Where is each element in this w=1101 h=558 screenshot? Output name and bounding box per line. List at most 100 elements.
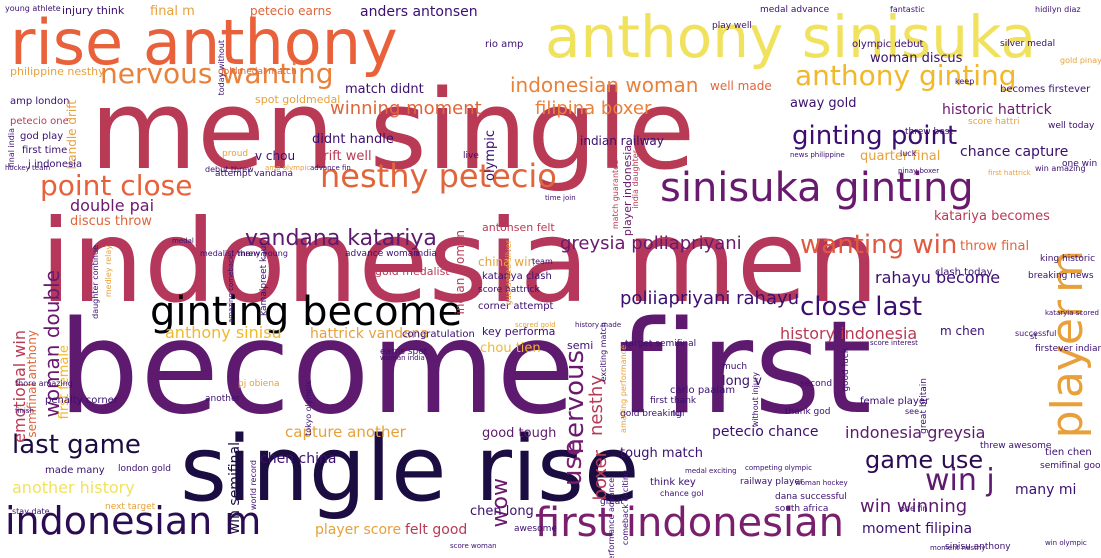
word-amp-olympic: amp olympic xyxy=(265,164,311,172)
word-gold-medalist: gold medalist xyxy=(375,265,450,278)
word-katariya-clash: katariya clash xyxy=(482,271,552,282)
word-winning-moment: winning moment xyxy=(330,98,482,119)
word-win-olympic: win olympic xyxy=(1045,539,1087,547)
word-stay-date: stay date xyxy=(12,507,50,516)
word-woman-discus: woman discus xyxy=(870,51,963,66)
word-j-indonesia: j indonesia xyxy=(28,159,83,170)
word-first-time: first time xyxy=(22,145,68,156)
word-moment-nesthy: moment nesthy xyxy=(930,544,986,552)
word-vandana-katariya: vandana katariya xyxy=(245,226,437,251)
word-woman-india: woman india xyxy=(380,354,425,362)
word-player-score: player score xyxy=(315,522,402,538)
word-spot-goldmedal: spot goldmedal xyxy=(255,93,341,106)
word-one-win: one win xyxy=(1062,159,1098,169)
word-sinisu-anthony: sinisu anthony xyxy=(945,542,1011,552)
word-hidilyn-diaz: hidilyn diaz xyxy=(1035,5,1081,14)
word-use: use xyxy=(558,440,588,487)
word-kataryia-scored: kataryia scored xyxy=(1045,309,1099,317)
word-made-many: made many xyxy=(45,465,105,476)
word-drift-well: drift well xyxy=(315,149,372,164)
word-firstever-indian: firstever indian xyxy=(1035,344,1101,354)
word-anthony-sinisuka: anthony sinisuka xyxy=(545,3,1037,71)
word-london-gold: london gold xyxy=(118,464,171,474)
word-long-v: long v xyxy=(722,374,762,389)
word-play-well: play well xyxy=(712,21,752,31)
word-great: great xyxy=(600,497,624,507)
word-chen-china: chen china xyxy=(260,451,337,467)
word-first-hattrick: first hattrick xyxy=(988,169,1031,177)
word-greysia-poliiapriyani: greysia poliiapriyani xyxy=(560,233,742,254)
word-clash-today: clash today xyxy=(935,267,993,278)
word-petecio-chance: petecio chance xyxy=(712,424,819,440)
word-medal-advance: medal advance xyxy=(760,5,830,15)
word-indonesia-men: indonesia men xyxy=(40,195,880,328)
word-tien-chen: tien chen xyxy=(1045,447,1092,458)
word-last-game: last game xyxy=(12,430,141,460)
word-rahayu-become: rahayu become xyxy=(875,268,1001,287)
word-gold-pinay: gold pinay xyxy=(1060,56,1101,65)
word-corner-attempt: corner attempt xyxy=(478,301,554,312)
word-olympic: olympic xyxy=(483,130,498,181)
word-medley-relay: medley relay xyxy=(104,245,113,298)
word-single-rise: single rise xyxy=(180,417,640,522)
word-match-didnt: match didnt xyxy=(345,82,424,97)
word-south-africa: south africa xyxy=(775,504,829,514)
word-world-record: world record xyxy=(249,460,258,511)
word-semi: semi xyxy=(567,339,594,352)
word-fantastic: fantastic xyxy=(890,5,925,14)
word-key-performa: key performa xyxy=(482,325,556,338)
word-good-luck: good luck xyxy=(841,348,851,392)
word-good-tough: good tough xyxy=(482,426,557,441)
word-indonesian-m: indonesian m xyxy=(5,499,262,543)
word-filipina-boxer: filipina boxer xyxy=(535,98,652,119)
word-india-daughter: india daughter xyxy=(631,150,640,209)
word-scored-gold: scored gold xyxy=(515,321,556,329)
word-one-fin: one fin xyxy=(900,504,928,513)
word-debut-threw: debut threw xyxy=(205,165,254,174)
word-tokyo-olympic: tokyo olympic xyxy=(304,380,313,436)
word-tough-match: tough match xyxy=(620,446,704,461)
word-female-player: female player xyxy=(860,396,930,407)
word-attempt-vandana: attempt vandana xyxy=(215,169,293,179)
word-fuli: fuli xyxy=(672,409,685,418)
word-performance-advance: performance advance xyxy=(607,478,616,558)
word-sinisuka-ginting: sinisuka ginting xyxy=(660,165,974,211)
word-win-amazing: win amazing xyxy=(1035,164,1086,173)
word-earns-spot: earns spot xyxy=(380,347,428,357)
word-petecio-one: petecio one xyxy=(10,116,69,127)
word-nesthy-petecio: nesthy petecio xyxy=(320,157,557,195)
word-second: second xyxy=(800,379,833,389)
word-medal: medal xyxy=(172,237,194,245)
word-thank-god: thank god xyxy=(785,407,831,417)
word-injury-think: injury think xyxy=(62,4,125,17)
word-woman-hockey: woman hockey xyxy=(795,479,848,487)
word-ginting-become: ginting become xyxy=(150,289,463,335)
word-keep: keep xyxy=(955,77,975,86)
word-rise-anthony: rise anthony xyxy=(10,6,398,79)
word-amazing-comeback: amazing comeback xyxy=(227,255,235,324)
word-final-india: final india xyxy=(7,128,16,168)
word-st: st xyxy=(1030,332,1038,341)
word-railway-player: railway player xyxy=(740,477,804,487)
word-amazing-performance: amazing performance xyxy=(619,345,628,433)
word-another-history: another history xyxy=(12,478,135,497)
word-penalty-corner: penalty corner xyxy=(45,395,118,406)
word-semifinal-good: semifinal good xyxy=(1040,461,1101,471)
word-game-use: game use xyxy=(865,446,984,474)
word-win-winning: win winning xyxy=(860,496,968,517)
word-medal-exciting: medal exciting xyxy=(685,467,737,475)
word-many-young: many young xyxy=(238,249,288,258)
word-anthony-ginting: anthony ginting xyxy=(795,59,1017,92)
word-history-indonesia: history indonesia xyxy=(780,324,918,343)
word-wanting-win: wanting win xyxy=(800,230,958,260)
word-china-win: china win xyxy=(478,255,536,269)
word-see: see xyxy=(905,407,920,416)
word-first-thank: first thank xyxy=(650,396,697,406)
word-today-without: today without xyxy=(217,40,226,96)
word-next-target: next target xyxy=(105,502,156,512)
word-thore-amazing: thore amazing xyxy=(15,379,73,388)
word-congratulation: congratulation xyxy=(402,329,475,340)
word-advance-fin: advance fin xyxy=(310,164,351,172)
word-amp-london: amp london xyxy=(10,96,70,107)
word-ginting-point: ginting point xyxy=(792,121,958,151)
